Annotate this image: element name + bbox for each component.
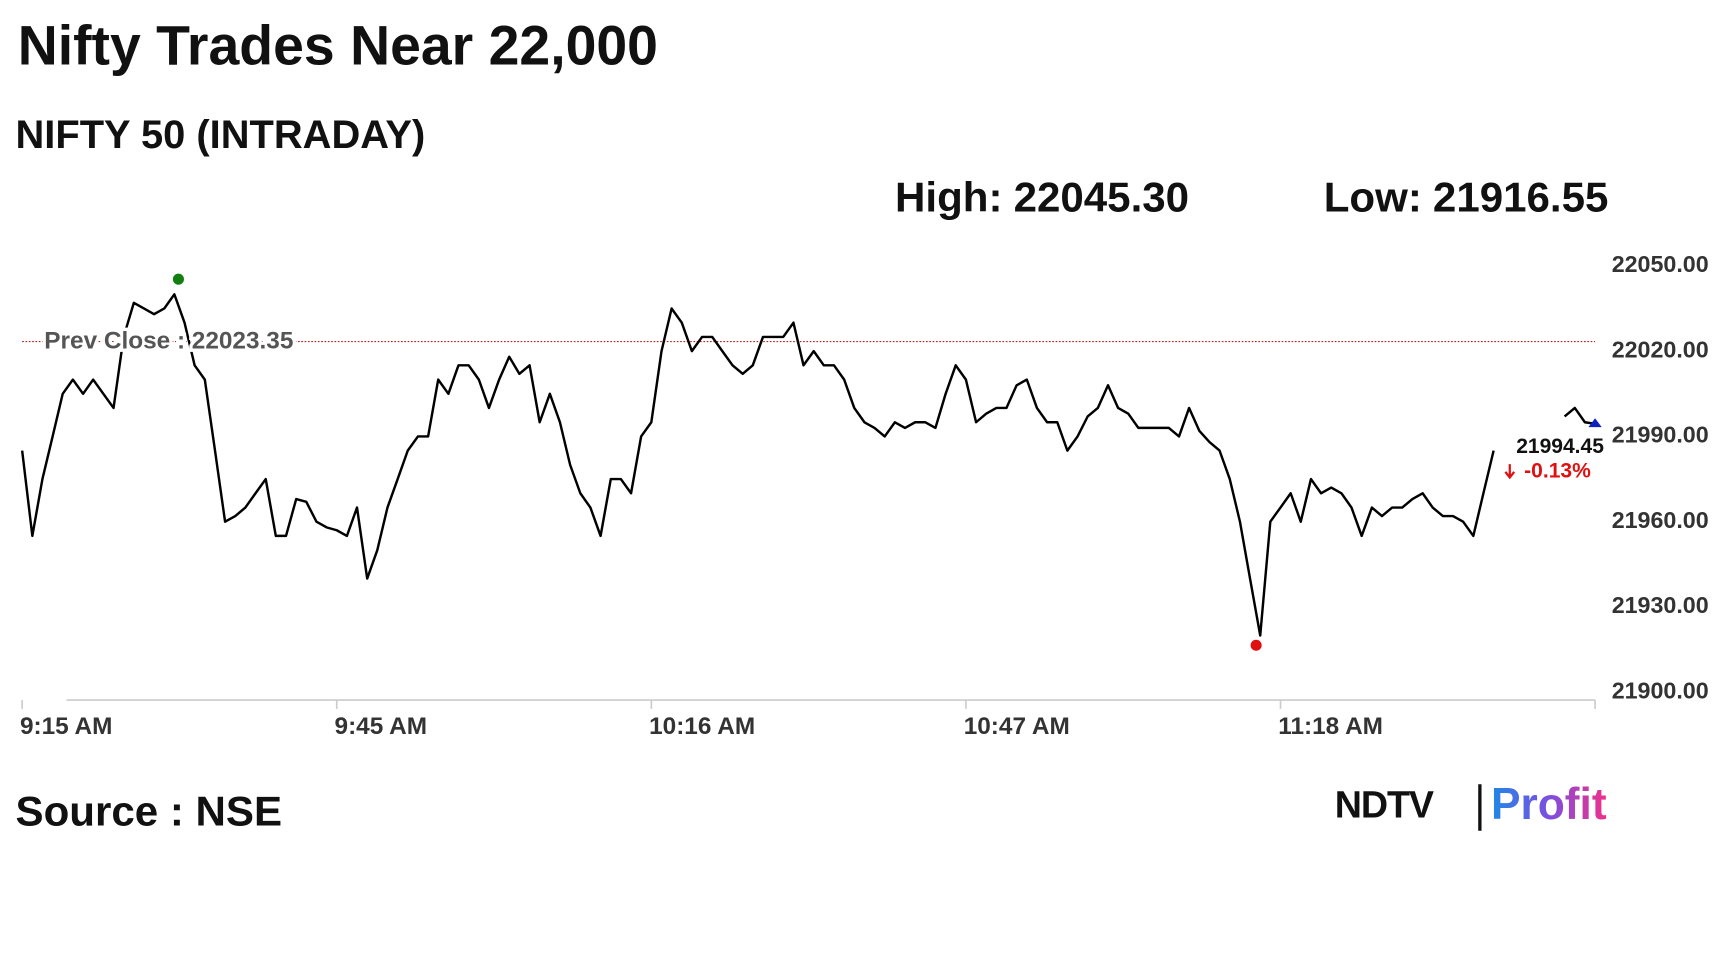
prev-close-value: 22023.35	[192, 328, 294, 355]
stat-value: 22045.30	[1014, 174, 1190, 221]
prev-close-name: Prev Close :	[44, 328, 185, 355]
price-line	[20, 293, 1596, 637]
chart-title: Nifty Trades Near 22,000	[18, 14, 658, 76]
y-tick-label: 21990.00	[1612, 422, 1709, 448]
stat-marker	[172, 273, 184, 285]
last-value: 21994.45	[1516, 435, 1604, 458]
y-tick-label: 21930.00	[1612, 592, 1709, 618]
logo-ndtv: NDTV	[1335, 783, 1434, 825]
x-tick-label: 9:45 AM	[335, 713, 428, 740]
last-marker	[1588, 418, 1602, 428]
last-change: -0.13%	[1524, 459, 1591, 482]
stat-name: High:	[895, 174, 1003, 221]
down-arrow	[1504, 464, 1516, 480]
y-tick-label: 21900.00	[1612, 677, 1709, 703]
y-tick-label: 22050.00	[1612, 251, 1709, 277]
stat-text: High: 22045.30	[895, 174, 1189, 221]
chart-subtitle: NIFTY 50 (INTRADAY)	[16, 113, 426, 157]
x-tick-label: 10:47 AM	[964, 713, 1070, 740]
y-tick-label: 21960.00	[1612, 507, 1709, 533]
prev-close-label: Prev Close : 22023.35	[44, 328, 293, 355]
stat-value: 21916.55	[1433, 174, 1609, 221]
x-tick-label: 10:16 AM	[649, 713, 755, 740]
stat-text: Low: 21916.55	[1324, 174, 1609, 221]
x-tick-label: 9:15 AM	[20, 713, 113, 740]
x-tick-label: 11:18 AM	[1278, 713, 1383, 740]
logo-profit: Profit	[1491, 780, 1607, 829]
source: Source : NSE	[16, 787, 283, 834]
stat-name: Low:	[1324, 174, 1422, 221]
stat-marker	[1250, 639, 1262, 651]
y-tick-label: 22020.00	[1612, 336, 1709, 362]
